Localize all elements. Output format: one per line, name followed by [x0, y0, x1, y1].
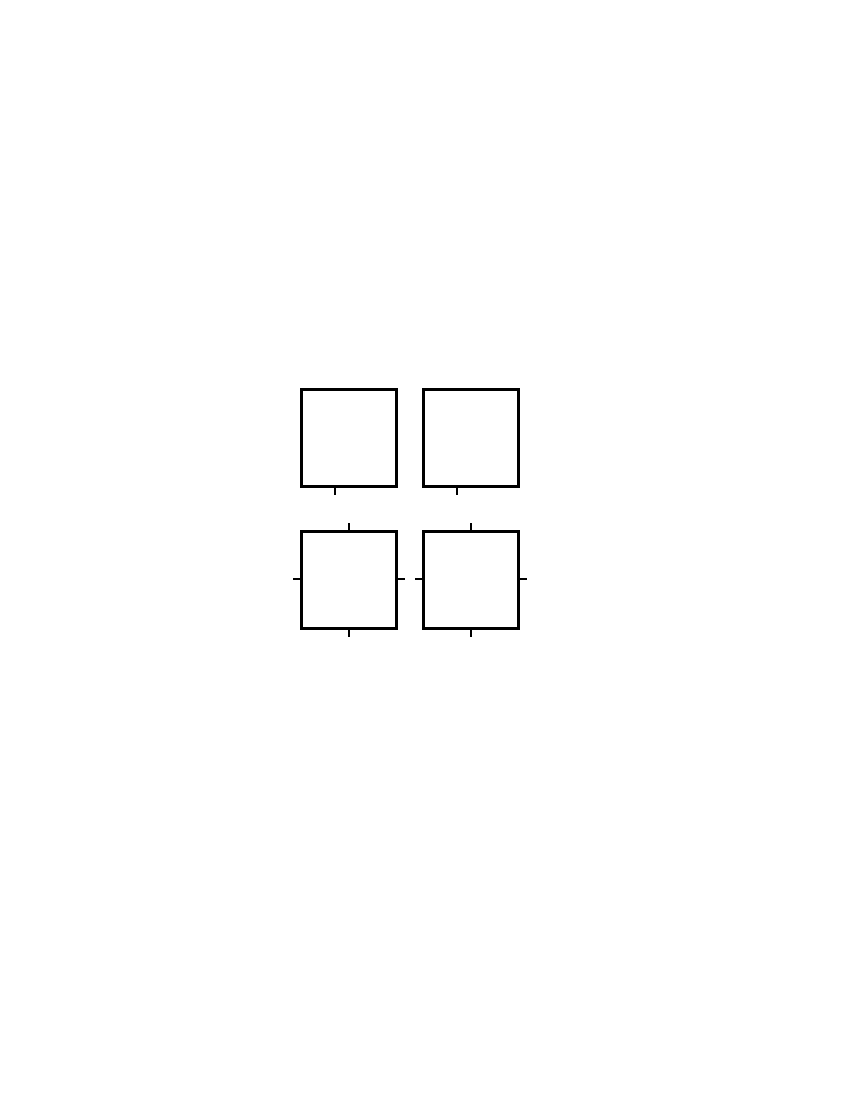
tick-mark	[398, 578, 405, 580]
waveform-window-panel-1	[300, 388, 398, 488]
tick-mark	[293, 578, 300, 580]
window-canvas-2	[425, 391, 517, 485]
tick-mark	[456, 488, 458, 495]
overview-canvas	[296, 160, 524, 308]
tick-mark	[520, 578, 527, 580]
pm-canvas-1	[303, 533, 395, 627]
contour-frame-svg	[280, 667, 540, 923]
window-canvas-1	[303, 391, 395, 485]
tick-mark	[348, 630, 350, 637]
contour-canvas	[295, 673, 525, 905]
tick-mark	[348, 523, 350, 530]
time-axis-svg	[286, 314, 536, 358]
pm-canvas-2	[425, 533, 517, 627]
tick-mark	[470, 523, 472, 530]
waveform-window-panel-2	[422, 388, 520, 488]
tick-mark	[470, 630, 472, 637]
tick-mark	[415, 578, 422, 580]
particle-motion-panel-2	[422, 530, 520, 630]
tick-mark	[334, 488, 336, 495]
particle-motion-panel-1	[300, 530, 398, 630]
